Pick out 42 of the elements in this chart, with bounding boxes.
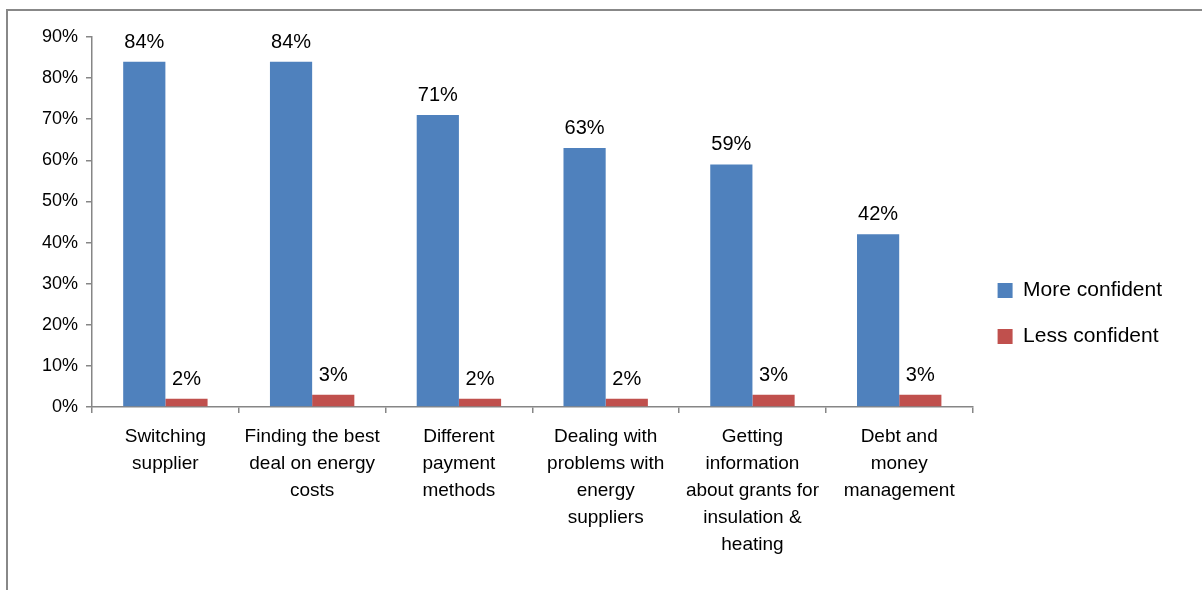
- data-label: 3%: [318, 362, 348, 385]
- bar: [899, 394, 942, 407]
- bar: [710, 164, 753, 407]
- x-tick-label: Different payment methods: [422, 424, 497, 500]
- data-label: 84%: [271, 29, 312, 52]
- data-label: 2%: [465, 366, 495, 389]
- data-label: 63%: [564, 116, 605, 138]
- legend-label: More confident: [1023, 277, 1163, 301]
- y-tick-label: 50%: [41, 190, 78, 211]
- bar: [165, 398, 208, 407]
- data-label: 71%: [417, 83, 459, 106]
- x-tick-label: Getting information about grants for insulation & heating: [685, 424, 820, 554]
- x-tick-label: Debt and money management: [843, 424, 956, 500]
- bar: [269, 61, 313, 407]
- y-tick-label: 60%: [41, 149, 78, 170]
- data-label: 2%: [612, 366, 642, 389]
- data-label: 3%: [905, 362, 935, 385]
- y-tick-label: 30%: [41, 272, 78, 293]
- bar: [458, 398, 502, 407]
- y-tick-label: 10%: [41, 354, 78, 375]
- data-label: 2%: [172, 366, 202, 389]
- legend-label: Less confident: [1023, 323, 1159, 347]
- y-tick-label: 0%: [51, 395, 78, 416]
- y-tick-label: 40%: [41, 231, 78, 252]
- bar: [312, 394, 355, 407]
- data-label: 59%: [711, 132, 752, 155]
- x-tick-label: Switching supplier: [124, 424, 207, 473]
- bar: [752, 394, 795, 407]
- data-label: 84%: [124, 29, 165, 52]
- bar: [857, 234, 900, 407]
- x-tick-label: Finding the best deal on energy costs: [244, 424, 381, 500]
- y-tick-label: 90%: [41, 25, 78, 46]
- y-tick-label: 70%: [41, 108, 78, 129]
- data-label: 3%: [759, 362, 789, 385]
- bar: [416, 115, 459, 407]
- bar: [123, 61, 166, 407]
- x-tick-label: Dealing with problems with energy suppliers: [547, 424, 665, 527]
- data-label: 42%: [858, 202, 899, 225]
- y-tick-label: 20%: [41, 313, 78, 334]
- bar: [563, 148, 606, 407]
- y-tick-label: 80%: [41, 67, 78, 88]
- bar: [605, 398, 648, 407]
